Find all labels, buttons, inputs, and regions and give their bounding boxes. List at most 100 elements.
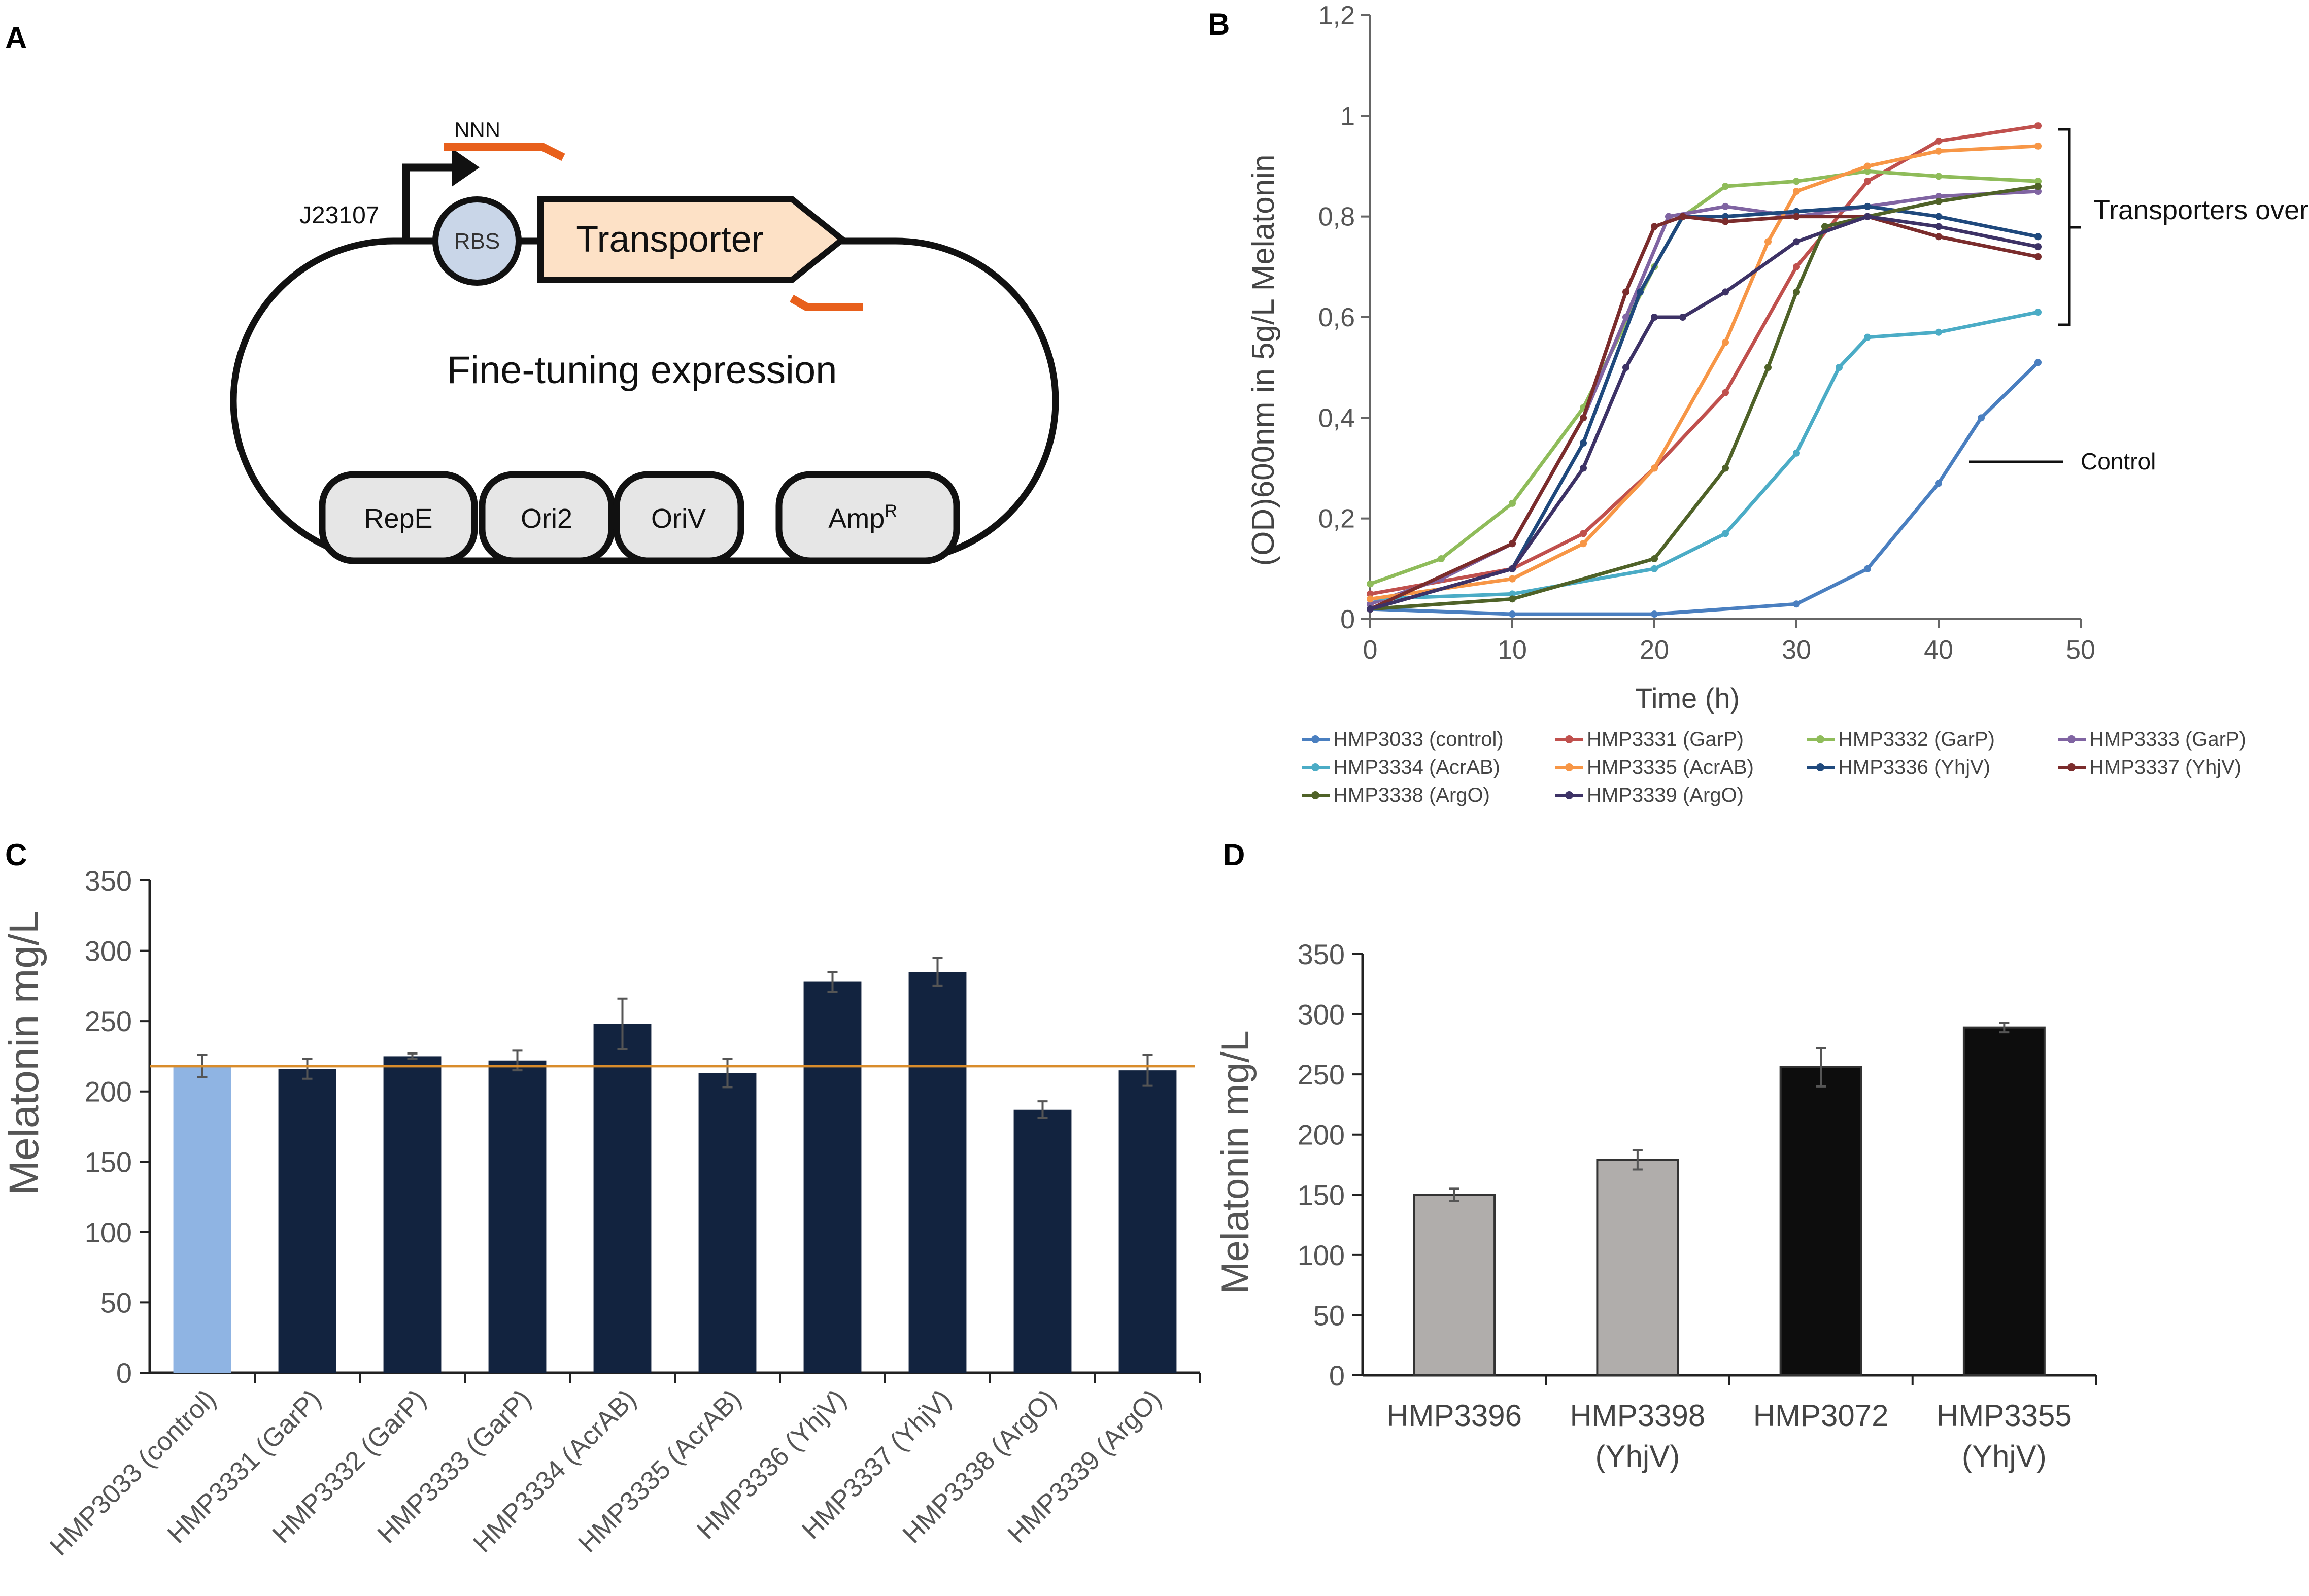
growth-data-point bbox=[1935, 328, 1942, 336]
growth-data-point bbox=[2034, 142, 2042, 150]
growth-data-point bbox=[1722, 464, 1729, 472]
growth-x-tick-label: 0 bbox=[1363, 635, 1378, 665]
bar bbox=[698, 1073, 757, 1373]
growth-data-point bbox=[2034, 122, 2042, 130]
bar bbox=[173, 1066, 231, 1373]
growth-data-point bbox=[1935, 193, 1942, 200]
melatonin-strain-bar-chart: Melatonin mg/L 0 50 100 150 200 250 300 350 HMP3… bbox=[1214, 938, 2097, 1473]
bar bbox=[908, 972, 967, 1373]
bar bbox=[593, 1024, 652, 1373]
growth-data-point bbox=[1622, 288, 1629, 296]
promoter-label: J23107 bbox=[299, 202, 379, 229]
bar-y-tick-label: 0 bbox=[116, 1357, 132, 1389]
growth-data-point bbox=[1978, 414, 1985, 422]
growth-data-point bbox=[1509, 499, 1516, 507]
legend-swatch-marker bbox=[1565, 735, 1573, 743]
bar-y-tick-label: 200 bbox=[85, 1076, 132, 1108]
panel-label-c: C bbox=[5, 838, 27, 872]
growth-data-point bbox=[1793, 238, 1800, 246]
bar-y-tick-label: 200 bbox=[1298, 1119, 1345, 1151]
growth-data-point bbox=[2034, 233, 2042, 241]
growth-data-point bbox=[1651, 223, 1658, 230]
growth-series bbox=[1367, 122, 2042, 618]
growth-data-point bbox=[1580, 414, 1587, 422]
bar-category-sublabel: (YhjV) bbox=[1595, 1439, 1680, 1473]
growth-data-point bbox=[1836, 364, 1843, 371]
growth-data-point bbox=[2034, 178, 2042, 185]
growth-data-point bbox=[1935, 147, 1942, 155]
growth-data-point bbox=[1722, 530, 1729, 537]
bar-y-tick-label: 150 bbox=[85, 1146, 132, 1178]
overexpression-annotation: Transporters overexpression bbox=[2093, 195, 2309, 225]
legend-swatch-marker bbox=[1565, 763, 1573, 771]
legend-swatch-marker bbox=[1311, 791, 1319, 799]
ampr-label-main: Amp bbox=[828, 503, 885, 534]
growth-data-point bbox=[1864, 178, 1871, 185]
legend-swatch-marker bbox=[2067, 763, 2076, 771]
ampr-label: AmpR bbox=[828, 501, 897, 534]
growth-y-tick-label: 1,2 bbox=[1318, 1, 1355, 30]
growth-curve-chart: 0 0,2 0,4 0,6 0,8 1 1,2 0 10 20 30 40 50 Time (h) (O… bbox=[1246, 1, 2309, 806]
bar-category-label: HMP3072 bbox=[1753, 1399, 1889, 1433]
growth-x-tick-label: 30 bbox=[1782, 635, 1811, 665]
growth-data-point bbox=[1622, 314, 1629, 321]
overexpression-annotation-text: Transporters overexpression bbox=[2093, 195, 2309, 225]
growth-data-point bbox=[1580, 439, 1587, 447]
growth-y-tick-label: 0,8 bbox=[1318, 202, 1355, 232]
plasmid-caption: Fine-tuning expression bbox=[447, 349, 837, 392]
bar bbox=[1962, 1026, 2046, 1376]
growth-series-line bbox=[1370, 184, 2039, 611]
legend-entry: HMP3337 (YhjV) bbox=[2089, 756, 2242, 778]
legend-entry: HMP3332 (GarP) bbox=[1838, 728, 1995, 751]
growth-data-point bbox=[1821, 223, 1828, 230]
legend-entry: HMP3334 (AcrAB) bbox=[1333, 756, 1500, 778]
growth-data-point bbox=[1665, 213, 1672, 220]
growth-y-tick-label: 1 bbox=[1340, 101, 1355, 131]
transporter-label: Transporter bbox=[576, 219, 763, 260]
growth-data-point bbox=[1793, 263, 1800, 270]
growth-y-tick-label: 0 bbox=[1340, 605, 1355, 634]
d-y-axis-label: Melatonin mg/L bbox=[1214, 1030, 1257, 1294]
growth-data-point bbox=[1793, 449, 1800, 457]
legend-swatch-marker bbox=[1311, 763, 1319, 771]
growth-data-point bbox=[1793, 288, 1800, 296]
bar-y-tick-label: 50 bbox=[100, 1286, 132, 1318]
ampr-label-superscript: R bbox=[885, 501, 897, 521]
growth-x-tick-label: 20 bbox=[1640, 635, 1669, 665]
forward-primer-icon bbox=[444, 143, 565, 161]
growth-data-point bbox=[1580, 530, 1587, 537]
ori2-box bbox=[479, 471, 615, 564]
growth-data-point bbox=[1864, 333, 1871, 341]
oriv-box bbox=[613, 471, 744, 564]
bar bbox=[278, 1069, 336, 1373]
bar-category-sublabel: (YhjV) bbox=[1962, 1439, 2047, 1473]
legend-swatch-marker bbox=[1565, 791, 1573, 799]
growth-data-point bbox=[2034, 243, 2042, 251]
growth-data-point bbox=[1722, 288, 1729, 296]
growth-data-point bbox=[2034, 188, 2042, 195]
growth-data-point bbox=[1367, 580, 1374, 588]
growth-data-point bbox=[1935, 223, 1942, 230]
legend-swatch-marker bbox=[2067, 735, 2076, 743]
panel-label-d: D bbox=[1223, 838, 1245, 872]
growth-data-point bbox=[2034, 253, 2042, 260]
growth-data-point bbox=[1864, 213, 1871, 220]
control-annotation: Control bbox=[2081, 448, 2156, 474]
legend-entry: HMP3333 (GarP) bbox=[2089, 728, 2246, 751]
growth-data-point bbox=[1935, 197, 1942, 205]
growth-series-line bbox=[1369, 189, 2039, 606]
rbs-label: RBS bbox=[454, 229, 500, 254]
growth-data-point bbox=[1679, 314, 1686, 321]
repe-box bbox=[319, 471, 478, 564]
growth-y-axis-label: (OD)600nm in 5g/L Melatonin bbox=[1246, 155, 1281, 566]
bar bbox=[1779, 1066, 1862, 1376]
promoter-arrow-icon bbox=[402, 163, 457, 239]
growth-data-point bbox=[1722, 389, 1729, 396]
growth-data-point bbox=[1864, 202, 1871, 210]
growth-data-point bbox=[1864, 565, 1871, 572]
growth-data-point bbox=[1935, 137, 1942, 145]
growth-data-point bbox=[1509, 575, 1516, 583]
growth-x-axis-label: Time (h) bbox=[1635, 682, 1740, 714]
growth-data-point bbox=[2034, 309, 2042, 316]
primer-label: NNN bbox=[454, 118, 500, 142]
